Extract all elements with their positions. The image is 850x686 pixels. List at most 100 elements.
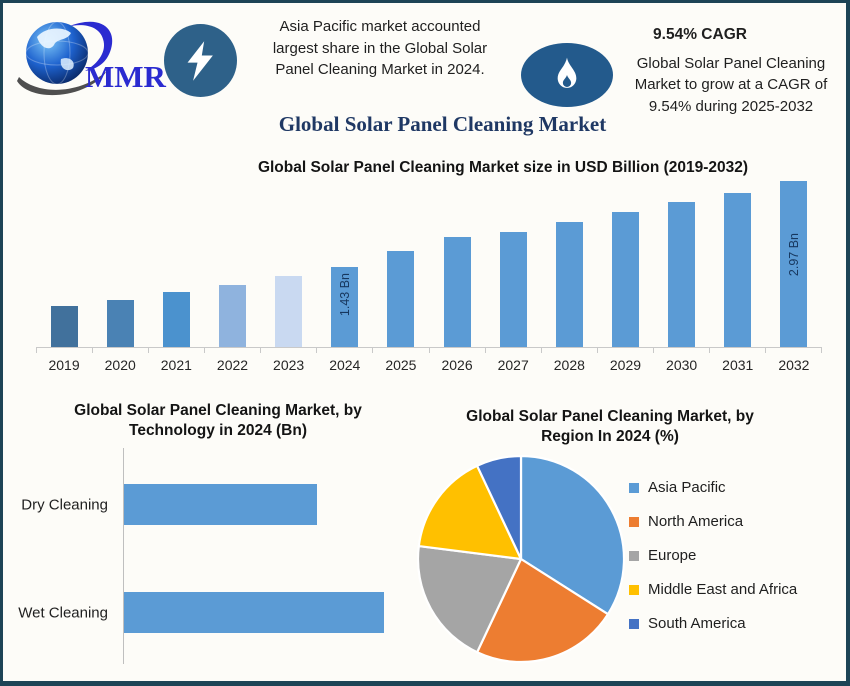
legend-label: Europe <box>648 547 697 564</box>
year-label-2027: 2027 <box>497 357 529 373</box>
year-label-2021: 2021 <box>160 357 192 373</box>
tech-row-1: Wet Cleaning <box>3 592 423 633</box>
flame-icon <box>557 57 577 88</box>
tech-label-1: Wet Cleaning <box>18 604 108 621</box>
bar-value-label-2032: 2.97 Bn <box>786 233 801 277</box>
bar-slot-2025 <box>373 179 429 347</box>
lightning-badge <box>164 24 237 97</box>
legend-label: South America <box>648 615 746 632</box>
year-label-2029: 2029 <box>609 357 642 373</box>
region-chart-title-line2: Region In 2024 (%) <box>541 428 679 445</box>
bar-slot-2020 <box>92 179 148 347</box>
bar-slot-2024: 1.43 Bn <box>317 179 373 347</box>
pie-slice-south-america <box>476 454 523 561</box>
bar-2028 <box>555 222 583 347</box>
legend-swatch <box>629 550 639 561</box>
legend-label: North America <box>648 513 744 530</box>
axis-tick <box>204 348 260 353</box>
legend-label: Asia Pacific <box>648 479 726 496</box>
bar-2029 <box>611 212 639 347</box>
flame-badge <box>521 43 613 107</box>
region-chart-title-line1: Global Solar Panel Cleaning Market, by <box>466 408 754 425</box>
year-label-2026: 2026 <box>441 357 473 373</box>
tech-bar-1 <box>124 592 384 633</box>
bar-slot-2023 <box>261 179 317 347</box>
highlight-note-left: Asia Pacific market accounted largest sh… <box>251 16 509 81</box>
bar-2023 <box>275 276 303 347</box>
year-label-2030: 2030 <box>666 357 698 373</box>
region-pie-svg <box>416 454 626 664</box>
axis-tick <box>484 348 541 353</box>
region-legend: Asia Pacific North America Europe Middle Ea… <box>629 479 798 650</box>
cagr-headline: 9.54% CAGR <box>653 26 747 43</box>
legend-item-north-america: North America <box>629 513 797 530</box>
tech-row-0: Dry Cleaning <box>3 484 423 525</box>
tech-label-0: Dry Cleaning <box>21 496 108 513</box>
note-right-line1: Global Solar Panel Cleaning <box>636 54 826 72</box>
bar-slot-2019 <box>36 179 92 347</box>
legend-swatch <box>629 584 639 595</box>
mmr-logo: MMR <box>9 11 174 99</box>
bar-slot-2027 <box>485 179 541 347</box>
tech-bar-0 <box>124 484 317 525</box>
bar-2027 <box>499 232 527 347</box>
year-label-2022: 2022 <box>216 357 249 373</box>
bar-slot-2022 <box>204 179 260 347</box>
year-label-2023: 2023 <box>273 357 305 373</box>
bar-2022 <box>218 285 246 347</box>
bar-value-label-2024: 1.43 Bn <box>337 273 352 317</box>
bar-2031 <box>724 193 752 347</box>
axis-tick <box>428 348 485 353</box>
legend-item-europe: Europe <box>629 547 797 564</box>
bar-2020 <box>106 300 134 347</box>
bar-2019 <box>50 306 78 347</box>
year-label-2028: 2028 <box>553 357 585 373</box>
legend-label: Middle East and Africa <box>648 581 798 598</box>
legend-swatch <box>629 482 639 493</box>
axis-tick <box>372 348 428 353</box>
year-label-2024: 2024 <box>329 357 361 373</box>
bar-slot-2021 <box>148 179 204 347</box>
highlight-note-right: 9.54% CAGR Global Solar Panel Cleaning M… <box>617 24 845 117</box>
note-right-line2: Market to grow at a CAGR of <box>634 76 828 93</box>
logo-text: MMR <box>85 59 167 94</box>
bar-2021 <box>162 292 190 347</box>
note-left-line1: Asia Pacific market accounted <box>279 18 481 35</box>
bar-2025 <box>387 251 415 347</box>
bar-slot-2031 <box>710 179 766 347</box>
bar-slot-2026 <box>429 179 485 347</box>
legend-item-south-america: South America <box>629 615 797 632</box>
legend-item-asia-pacific: Asia Pacific <box>629 479 797 496</box>
year-label-2019: 2019 <box>48 357 80 373</box>
note-left-line2: largest share in the Global Solar <box>272 39 488 57</box>
market-size-chart: 1.43 Bn 2.97 Bn 2019 2020 2021 2022 2023 2024 2… <box>36 179 822 373</box>
axis-tick <box>765 348 821 353</box>
axis-tick <box>260 348 316 353</box>
region-pie-chart <box>415 453 627 665</box>
legend-swatch <box>629 618 639 629</box>
axis-tick <box>92 348 148 353</box>
market-size-year-labels: 2019 2020 2021 2022 2023 2024 2025 2026 2027 2028… <box>36 357 822 373</box>
note-right-line3: 9.54% during 2025-2032 <box>648 97 814 115</box>
region-chart-title: Global Solar Panel Cleaning Market, by R… <box>410 407 810 447</box>
legend-item-middle-east-and-africa: Middle East and Africa <box>629 581 798 598</box>
bar-2024: 1.43 Bn <box>331 267 359 347</box>
axis-tick <box>708 348 765 353</box>
bar-2030 <box>668 202 696 347</box>
technology-axis-line <box>123 448 414 664</box>
axis-tick <box>36 348 92 353</box>
lightning-bolt-icon <box>187 40 213 81</box>
year-label-2020: 2020 <box>104 357 136 373</box>
axis-tick <box>540 348 597 353</box>
technology-chart-title-line2: Technology in 2024 (Bn) <box>129 422 307 439</box>
market-size-axis-ticks <box>36 347 822 353</box>
technology-chart-title-line1: Global Solar Panel Cleaning Market, by <box>74 402 362 419</box>
axis-tick <box>596 348 653 353</box>
pie-slice-middle-east-and-africa <box>417 464 523 561</box>
page-title: Global Solar Panel Cleaning Market <box>278 112 607 136</box>
globe-icon: MMR <box>17 21 167 96</box>
bar-slot-2032: 2.97 Bn <box>766 179 822 347</box>
bar-slot-2030 <box>654 179 710 347</box>
market-size-chart-title: Global Solar Panel Cleaning Market size … <box>257 159 749 176</box>
